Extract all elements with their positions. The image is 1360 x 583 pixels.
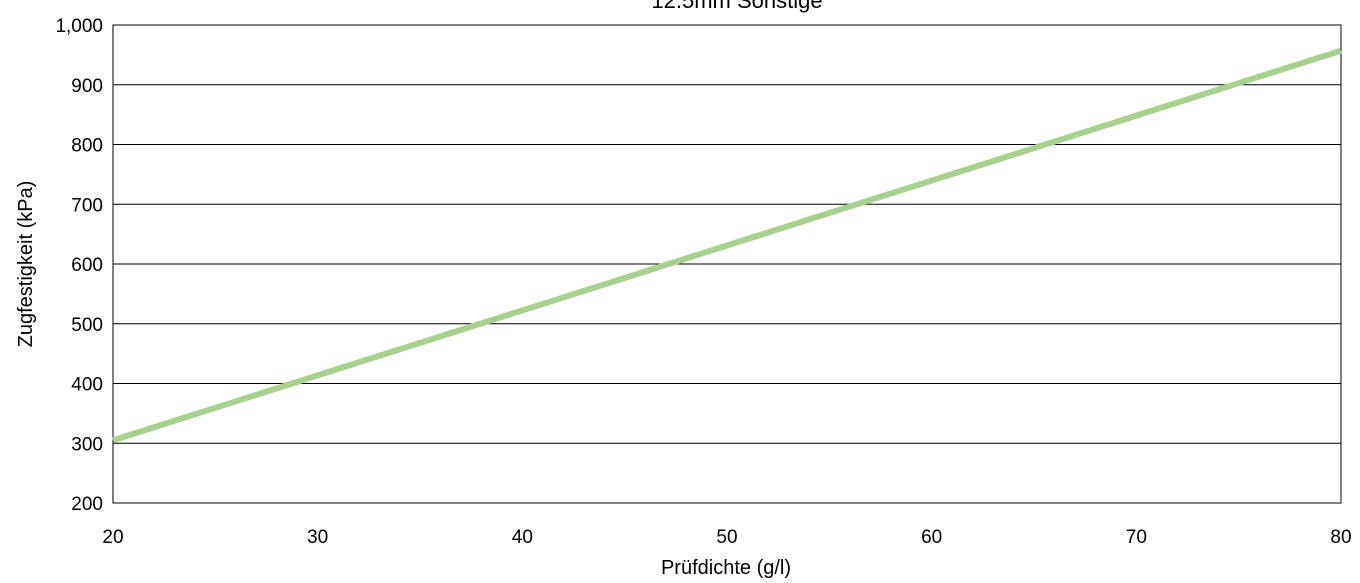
y-tick-label: 300 [71, 434, 103, 455]
x-tick-label: 40 [512, 527, 533, 548]
grid-lines [113, 84, 1341, 444]
y-tick-label: 500 [71, 315, 103, 336]
x-tick-label: 80 [1330, 527, 1351, 548]
x-axis-title: Prüfdichte (g/l) [661, 557, 791, 579]
y-tick-label: 700 [71, 195, 103, 216]
y-tick-label: 1,000 [55, 16, 103, 37]
chart-title: 12.5mm Sonstige [651, 0, 822, 13]
x-tick-label: 70 [1126, 527, 1147, 548]
y-axis-tick-labels: 200 300 400 500 600 700 800 900 1,000 [55, 16, 103, 515]
y-axis-title: Zugfestigkeit (kPa) [15, 181, 37, 348]
y-tick-label: 800 [71, 136, 103, 157]
y-tick-label: 200 [71, 494, 103, 515]
plot-area-frame [112, 24, 1342, 504]
x-tick-label: 20 [102, 527, 123, 548]
y-tick-label: 400 [71, 375, 103, 396]
series-layer [112, 47, 1342, 444]
x-axis-tick-labels: 20 30 40 50 60 70 80 [102, 527, 1351, 548]
series-line-0 [112, 47, 1342, 444]
x-tick-label: 50 [716, 527, 737, 548]
y-tick-label: 900 [71, 76, 103, 97]
x-tick-label: 30 [307, 527, 328, 548]
y-tick-label: 600 [71, 255, 103, 276]
x-tick-label: 60 [921, 527, 942, 548]
